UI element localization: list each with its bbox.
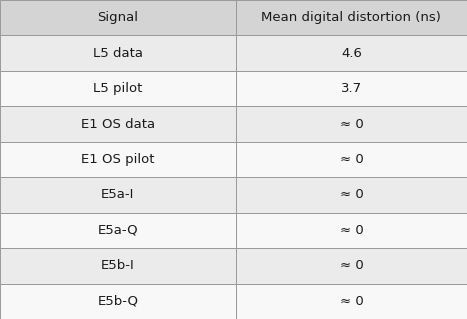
Text: ≈ 0: ≈ 0 <box>340 259 363 272</box>
Bar <box>0 0 236 35</box>
Bar <box>0 142 236 177</box>
Bar <box>236 213 467 248</box>
Bar <box>0 35 236 71</box>
Bar <box>0 106 236 142</box>
Bar <box>236 177 467 213</box>
Text: L5 pilot: L5 pilot <box>93 82 142 95</box>
Bar <box>0 177 236 213</box>
Text: 3.7: 3.7 <box>341 82 362 95</box>
Bar <box>236 142 467 177</box>
Text: Mean digital distortion (ns): Mean digital distortion (ns) <box>262 11 441 24</box>
Text: E1 OS pilot: E1 OS pilot <box>81 153 155 166</box>
Bar <box>0 284 236 319</box>
Bar <box>236 284 467 319</box>
Bar <box>236 71 467 106</box>
Bar <box>236 106 467 142</box>
Bar <box>0 71 236 106</box>
Bar <box>236 248 467 284</box>
Text: 4.6: 4.6 <box>341 47 362 60</box>
Bar <box>0 213 236 248</box>
Text: L5 data: L5 data <box>93 47 143 60</box>
Text: E5a-Q: E5a-Q <box>98 224 138 237</box>
Text: E5b-Q: E5b-Q <box>98 295 138 308</box>
Bar <box>236 35 467 71</box>
Text: ≈ 0: ≈ 0 <box>340 118 363 130</box>
Text: ≈ 0: ≈ 0 <box>340 224 363 237</box>
Bar <box>0 248 236 284</box>
Text: Signal: Signal <box>98 11 138 24</box>
Text: E5a-I: E5a-I <box>101 189 134 201</box>
Text: ≈ 0: ≈ 0 <box>340 153 363 166</box>
Text: ≈ 0: ≈ 0 <box>340 189 363 201</box>
Text: E1 OS data: E1 OS data <box>81 118 155 130</box>
Text: E5b-I: E5b-I <box>101 259 135 272</box>
Text: ≈ 0: ≈ 0 <box>340 295 363 308</box>
Bar <box>236 0 467 35</box>
